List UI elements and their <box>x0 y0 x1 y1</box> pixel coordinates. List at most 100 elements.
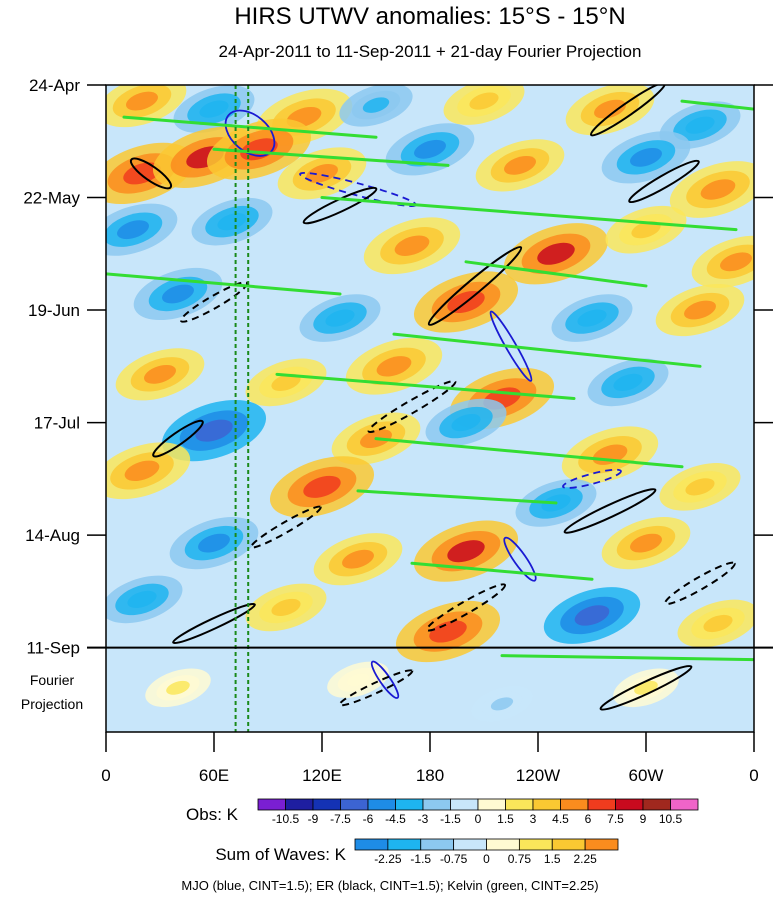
mjo-contour <box>224 109 276 157</box>
er-contour <box>338 669 414 707</box>
anomaly-cell <box>325 309 355 327</box>
sum-colorbar-swatch <box>518 838 553 851</box>
anomaly-cell <box>362 97 390 113</box>
anomaly-cell <box>124 460 160 481</box>
er-contour <box>367 379 457 434</box>
er-contour <box>628 159 700 204</box>
obs-colorbar-level-label: -7.5 <box>330 812 351 826</box>
obs-colorbar-swatch <box>670 798 699 811</box>
obs-colorbar-swatch <box>395 798 424 811</box>
obs-colorbar-swatch <box>450 798 479 811</box>
anomaly-cell <box>613 373 643 391</box>
projection-label-line1: Fourier <box>30 672 75 688</box>
obs-colorbar-level-label: 10.5 <box>659 812 683 826</box>
y-tick-label: 11-Sep <box>26 639 80 658</box>
anomaly-cell <box>630 147 662 167</box>
anomaly-cell <box>306 164 338 183</box>
obs-colorbar-swatch <box>312 798 341 811</box>
obs-colorbar-swatch <box>615 798 644 811</box>
anomaly-cell <box>394 235 430 256</box>
anomaly-cell <box>198 533 230 553</box>
obs-colorbar-swatch <box>340 798 369 811</box>
anomaly-cell <box>447 540 485 563</box>
er-contour <box>129 157 173 190</box>
anomaly-cell <box>577 309 607 327</box>
kelvin-contour <box>106 272 342 296</box>
anomaly-cell <box>303 475 341 498</box>
mjo-contour <box>503 536 537 582</box>
obs-colorbar-swatch <box>422 798 451 811</box>
kelvin-contour <box>680 99 754 111</box>
anomaly-cell <box>162 284 194 304</box>
kelvin-contour <box>320 196 738 232</box>
anomaly-cell <box>346 673 370 687</box>
anomaly-cell <box>217 213 247 231</box>
x-tick-label: 180 <box>416 766 444 785</box>
anomaly-cell <box>700 179 736 200</box>
obs-colorbar-level-label: -4.5 <box>385 812 406 826</box>
kelvin-contour <box>374 437 684 469</box>
sum-colorbar-level-label: -1.5 <box>410 852 431 866</box>
y-tick-label: 17-Jul <box>34 414 80 433</box>
obs-colorbar-swatch <box>532 798 561 811</box>
anomaly-cell <box>144 364 176 384</box>
anomaly-cell <box>123 162 161 185</box>
anomaly-cell <box>594 99 626 119</box>
obs-colorbar-swatch <box>257 798 286 811</box>
obs-colorbar-level-label: 0 <box>475 812 482 826</box>
x-tick-label: 60W <box>629 766 664 785</box>
anomaly-cell <box>126 91 158 111</box>
sum-colorbar-swatch <box>584 838 619 851</box>
anomaly-cell <box>685 116 715 134</box>
er-contour <box>427 245 523 326</box>
projection-label-line2: Projection <box>21 696 83 712</box>
er-contour <box>664 561 736 605</box>
anomaly-cell <box>537 242 575 265</box>
er-contour <box>599 664 693 711</box>
anomaly-cell <box>199 100 229 118</box>
obs-colorbar-level-label: 7.5 <box>607 812 624 826</box>
er-contour <box>589 85 667 137</box>
sum-colorbar-level-label: -0.75 <box>440 852 468 866</box>
x-tick-label: 120E <box>302 766 342 785</box>
y-tick-label: 14-Aug <box>25 526 80 545</box>
obs-colorbar-swatch <box>477 798 506 811</box>
mjo-contour <box>562 468 622 489</box>
x-tick-label: 0 <box>101 766 110 785</box>
sum-colorbar-swatch <box>486 838 520 851</box>
x-tick-label: 0 <box>749 766 758 785</box>
obs-colorbar-label: Obs: K <box>186 805 239 824</box>
er-contour <box>250 505 322 549</box>
anomaly-cell <box>195 419 233 442</box>
sum-colorbar-level-label: 1.5 <box>544 852 561 866</box>
obs-colorbar-level-label: -9 <box>308 812 319 826</box>
anomaly-cell <box>504 155 536 175</box>
er-contour <box>179 281 249 323</box>
sum-colorbar-level-label: -2.25 <box>374 852 402 866</box>
kelvin-contour <box>122 115 378 139</box>
obs-colorbar-level-label: 9 <box>640 812 647 826</box>
obs-colorbar-swatch <box>587 798 616 811</box>
er-contour <box>425 583 507 632</box>
y-tick-label: 19-Jun <box>28 301 80 320</box>
obs-colorbar-level-label: -1.5 <box>440 812 461 826</box>
obs-colorbar-swatch <box>560 798 589 811</box>
obs-colorbar-level-label: 1.5 <box>497 812 514 826</box>
chart-title: HIRS UTWV anomalies: 15°S - 15°N <box>234 3 625 30</box>
anomaly-cell <box>166 680 190 695</box>
obs-colorbar-level-label: -6 <box>363 812 374 826</box>
obs-colorbar-level-label: 4.5 <box>552 812 569 826</box>
obs-colorbar-level-label: 6 <box>585 812 592 826</box>
kelvin-contour <box>356 489 558 505</box>
anomaly-cell <box>703 614 733 633</box>
sum-colorbar-swatch <box>420 838 455 851</box>
anomaly-cell <box>684 300 716 320</box>
sum-colorbar-level-label: 0.75 <box>508 852 532 866</box>
anomaly-cell <box>271 598 301 616</box>
anomaly-cell <box>429 620 467 643</box>
anomaly-cell <box>720 252 752 272</box>
anomaly-cell <box>117 220 149 240</box>
kelvin-contour <box>275 372 576 400</box>
anomaly-cell <box>127 590 157 608</box>
